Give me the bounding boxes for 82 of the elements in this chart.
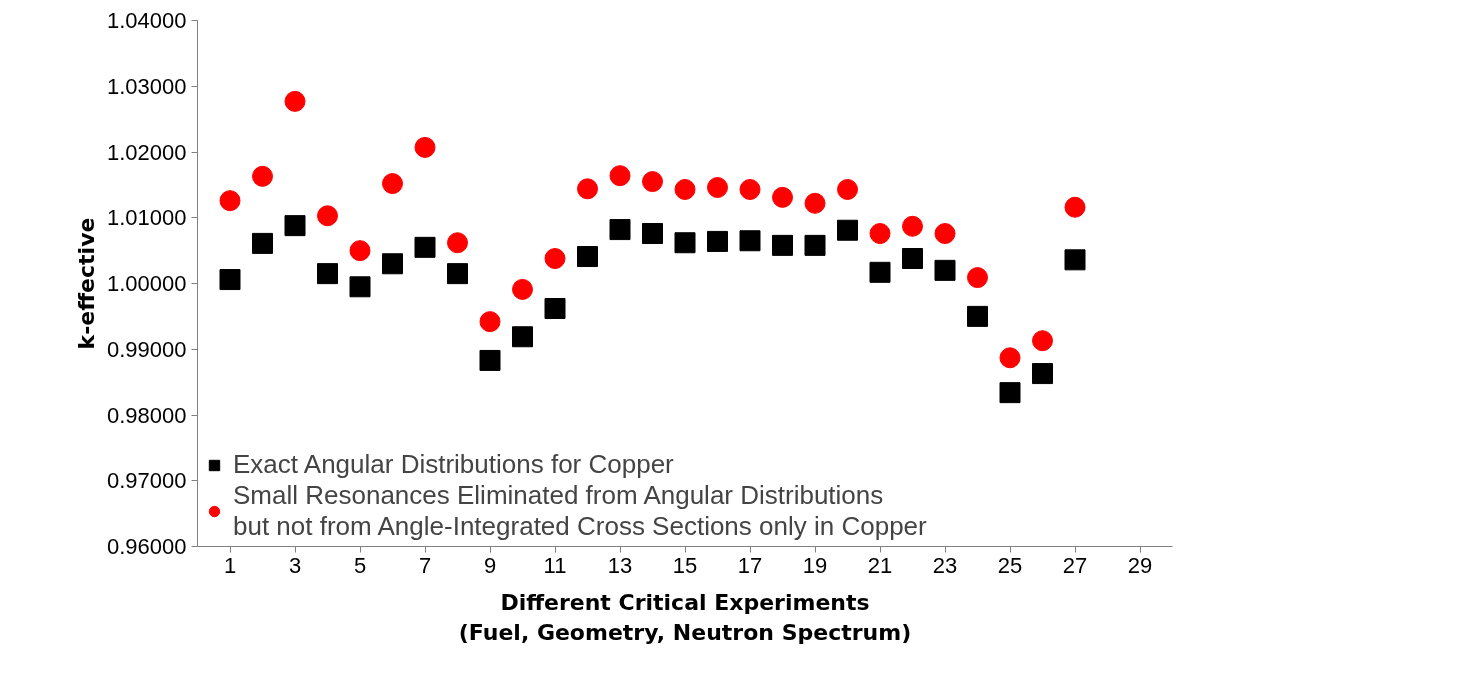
point [219,190,241,212]
x-tick-label: 19 [802,552,828,578]
point [479,311,501,333]
x-tick-label: 21 [867,552,893,578]
legend-label: Exact Angular Distributions for Copper [233,449,674,480]
x-tick-label: 17 [737,552,763,578]
x-tick-label: 23 [932,552,958,578]
y-tick-label: 1.01000 [106,205,187,231]
point [772,234,793,256]
point [382,173,403,195]
x-tick-label: 9 [483,552,497,578]
point [1032,363,1053,385]
y-tick-label: 1.02000 [106,139,187,165]
point [934,259,956,281]
y-tick-label: 0.98000 [106,402,187,428]
point [349,240,371,262]
point [512,278,533,300]
point [414,236,436,258]
point [577,178,598,200]
point [317,205,338,227]
x-tick-label: 25 [997,552,1023,578]
point [1064,249,1086,271]
point [414,136,436,158]
x-tick-label: 11 [543,552,567,578]
point [642,171,663,193]
point [252,232,273,254]
point [869,261,891,283]
point [382,253,403,275]
point [869,223,891,245]
point [837,179,858,200]
point [219,269,241,291]
point [707,230,728,252]
x-tick-label: 5 [353,552,367,578]
point [804,192,826,214]
point [674,232,696,254]
point [837,219,858,241]
point [967,267,988,289]
point [577,246,598,268]
point [739,230,761,252]
point [804,234,826,256]
point [707,177,728,198]
legend-label: Small Resonances Eliminated from Angular Distributions but not from Angle-Integrated Cross Sections only in Copper [233,480,927,542]
point [674,179,696,200]
x-tick-label: 29 [1127,552,1153,578]
y-tick-label: 1.03000 [106,73,187,99]
y-axis-title: k-effective [73,217,99,350]
point [252,165,273,187]
point [739,179,761,200]
y-tick-label: 0.99000 [106,336,187,362]
x-tick-label: 13 [607,552,633,578]
point [642,223,663,245]
point [349,276,371,298]
x-tick-label: 3 [288,552,302,578]
y-tick-label: 1.00000 [106,271,187,296]
point [999,347,1021,369]
point [544,297,566,319]
point [284,215,306,237]
x-tick-label: 1 [223,552,237,578]
x-tick-label: 15 [672,552,698,578]
point [1064,196,1086,218]
point [902,248,923,270]
point [479,349,501,371]
point [902,215,923,237]
point [772,186,793,208]
point [512,326,533,348]
point [934,223,956,245]
point [284,90,306,112]
point [317,263,338,285]
point [447,263,468,285]
point [544,248,566,269]
y-tick-label: 1.04000 [106,8,187,33]
point [967,305,988,327]
x-tick-label: 7 [418,552,432,578]
point [447,232,468,254]
point [609,219,631,241]
y-tick-label: 0.97000 [106,468,187,494]
y-tick-label: 0.96000 [106,534,187,559]
point [999,382,1021,404]
x-tick-label: 27 [1062,552,1088,578]
x-axis-title: Different Critical Experiments (Fuel, Geometry, Neutron Spectrum) [458,589,912,645]
point [1032,330,1053,352]
point [609,165,631,187]
